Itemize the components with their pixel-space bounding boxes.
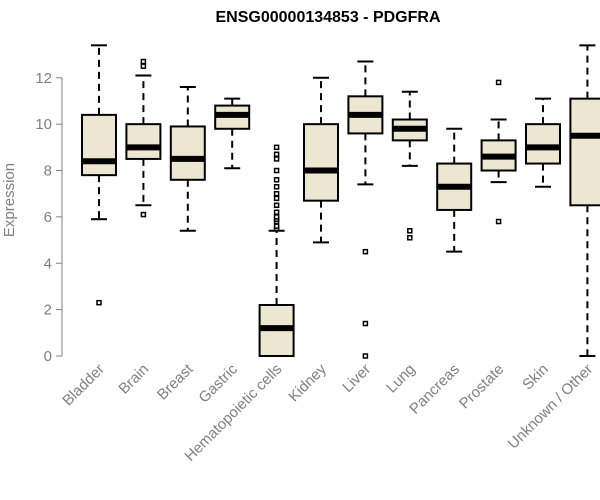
- outlier-point: [273, 167, 280, 174]
- outlier-point: [273, 214, 280, 220]
- outlier-point: [140, 211, 147, 218]
- outlier-point: [407, 228, 413, 234]
- box-liver: [347, 60, 384, 359]
- outlier-point: [495, 218, 502, 225]
- box-hematopoietic-cells: [258, 144, 295, 357]
- y-tick-label: 10: [35, 116, 52, 133]
- outlier-point: [362, 353, 369, 359]
- outlier-point: [140, 58, 147, 65]
- x-tick-label: Liver: [339, 361, 374, 396]
- y-tick-label: 4: [44, 255, 52, 272]
- box-gastric: [214, 97, 251, 170]
- box-brain: [125, 58, 162, 218]
- y-tick-label: 8: [44, 163, 52, 180]
- box-skin: [525, 97, 561, 188]
- box-kidney: [303, 76, 339, 244]
- box-breast: [169, 86, 206, 232]
- box-pancreas: [436, 127, 473, 253]
- x-tick-label: Brain: [115, 361, 152, 398]
- outlier-point: [273, 177, 280, 183]
- x-tick-label: Unknown / Other: [505, 361, 597, 453]
- outlier-point: [273, 195, 280, 202]
- chart-title: ENSG00000134853 - PDGFRA: [216, 9, 441, 26]
- box-bladder: [81, 44, 117, 306]
- y-axis: 0 2 4 6 8 10 12: [35, 70, 63, 365]
- x-tick-label: Kidney: [285, 360, 330, 405]
- outlier-point: [362, 248, 369, 255]
- outlier-point: [140, 63, 147, 69]
- box-iqr: [525, 123, 561, 165]
- x-tick-label: Breast: [154, 360, 197, 403]
- x-tick-label: Prostate: [456, 361, 508, 413]
- outlier-point: [273, 156, 280, 162]
- y-axis-label: Expression: [1, 163, 18, 237]
- outlier-point: [362, 320, 369, 327]
- box-iqr: [81, 113, 117, 177]
- outlier-point: [273, 209, 280, 216]
- outlier-point: [273, 151, 280, 158]
- box-iqr: [169, 125, 206, 181]
- box-iqr: [125, 123, 162, 160]
- x-tick-label: Bladder: [59, 361, 108, 410]
- box-prostate: [480, 79, 517, 225]
- y-tick-label: 0: [44, 348, 52, 365]
- box-iqr: [303, 123, 339, 202]
- boxes: [81, 44, 600, 359]
- box-unknown-other: [569, 44, 600, 357]
- outlier-point: [495, 79, 502, 86]
- outlier-point: [273, 190, 280, 197]
- x-tick-label: Skin: [519, 361, 552, 394]
- outlier-point: [96, 299, 102, 306]
- outlier-point: [273, 223, 280, 229]
- x-tick-label: Lung: [383, 361, 419, 397]
- y-tick-label: 6: [44, 209, 52, 226]
- outlier-point: [273, 202, 280, 209]
- y-tick-label: 2: [44, 302, 52, 319]
- box-iqr: [569, 97, 600, 207]
- outlier-point: [273, 183, 280, 190]
- box-lung: [391, 90, 428, 241]
- outlier-point: [273, 144, 280, 151]
- y-tick-label: 12: [35, 70, 52, 87]
- outlier-point: [407, 235, 413, 241]
